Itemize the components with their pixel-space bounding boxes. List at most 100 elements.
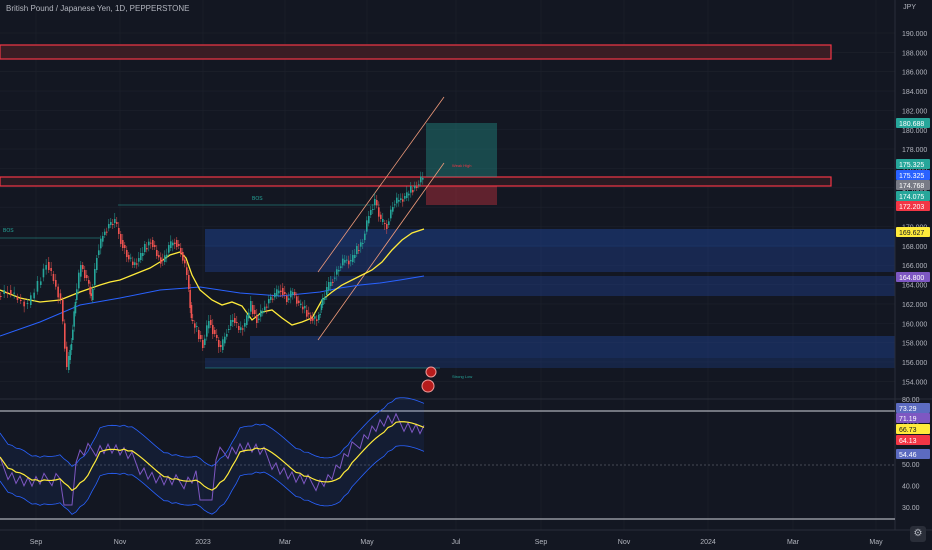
candle-body (100, 238, 102, 249)
candle-body (118, 228, 120, 234)
osc-label-badge (896, 424, 930, 434)
candle-body (348, 260, 350, 265)
candle-body (204, 338, 206, 345)
candle-body (394, 204, 396, 206)
strong-low-label: Strong Low (452, 374, 472, 379)
candle-body (172, 242, 174, 246)
candle-body (274, 293, 276, 298)
candle-body (40, 281, 42, 285)
candle-body (404, 196, 406, 199)
candle-body (76, 289, 78, 300)
candle-body (80, 265, 82, 277)
candle-body (372, 209, 374, 210)
candle-body (94, 269, 96, 285)
osc-axis-labels: 73.29 71.19 66.73 64.13 54.46 (896, 403, 930, 459)
candle-body (212, 325, 214, 334)
candle-body (240, 327, 242, 330)
candle-body (72, 329, 74, 340)
candle-body (45, 265, 47, 270)
candle-body (102, 236, 104, 242)
time-tick-label: May (360, 539, 374, 546)
candle-body (126, 250, 128, 257)
candle-body (162, 259, 164, 261)
candle-body (264, 306, 266, 310)
osc-label: 54.46 (899, 452, 917, 459)
candle-body (330, 282, 332, 286)
candle-body (42, 268, 45, 278)
osc-tick-label: 80.00 (902, 397, 920, 404)
candle-body (304, 306, 306, 309)
candle-body (364, 233, 366, 240)
candle-body (314, 316, 316, 319)
candle-body (396, 197, 398, 204)
candle-body (218, 340, 220, 347)
time-tick-label: May (869, 539, 883, 546)
price-tick-label: 154.000 (902, 379, 927, 386)
price-tick-label: 166.000 (902, 263, 927, 270)
candle-body (292, 292, 294, 295)
price-tick-label: 160.000 (902, 321, 927, 328)
candle-body (270, 296, 272, 300)
candle-body (88, 280, 90, 284)
candle-body (386, 224, 388, 229)
time-tick-label: Nov (114, 539, 127, 546)
osc-tick-label: 40.00 (902, 483, 920, 490)
candle-body (328, 282, 330, 290)
candle-body (236, 322, 238, 323)
candle-body (144, 244, 146, 252)
candle-body (106, 231, 108, 233)
take-profit-zone (426, 123, 497, 177)
candle-body (412, 190, 414, 193)
candle-body (214, 330, 216, 334)
time-tick-label: Mar (279, 539, 292, 546)
symbol-title[interactable]: British Pound / Japanese Yen, 1D, PEPPER… (6, 4, 190, 13)
candle-body (216, 335, 218, 338)
candle-body (390, 209, 392, 219)
price-tick-label: 158.000 (902, 341, 927, 348)
candle-body (96, 258, 98, 270)
settings-icon[interactable]: ⚙ (910, 526, 926, 542)
candle-body (334, 277, 336, 279)
candle-body (402, 199, 404, 202)
candle-body (74, 302, 77, 314)
candle-body (338, 270, 340, 272)
candle-body (260, 310, 262, 317)
candle-body (98, 250, 100, 255)
candle-body (362, 243, 364, 244)
candle-body (192, 320, 194, 321)
candle-body (308, 312, 310, 315)
candle-body (302, 306, 304, 310)
candle-body (352, 255, 354, 262)
candle-body (194, 323, 196, 328)
candle-body (290, 290, 292, 298)
candle-body (282, 288, 284, 295)
candle-body (410, 186, 412, 193)
candle-body (92, 289, 94, 300)
candle-body (55, 280, 57, 287)
candlestick-series (0, 171, 424, 373)
candle-body (50, 268, 52, 271)
price-label-badge (896, 272, 930, 282)
candle-body (136, 263, 138, 265)
candle-body (332, 282, 334, 283)
candle-body (414, 185, 416, 189)
candle-body (416, 186, 418, 188)
event-marker-2[interactable] (421, 379, 435, 393)
event-marker-1[interactable] (425, 366, 437, 378)
candle-body (360, 242, 362, 247)
candle-body (268, 299, 270, 304)
candle-body (140, 253, 142, 260)
candle-body (200, 335, 202, 339)
time-tick-label: Mar (787, 539, 800, 546)
candle-body (189, 290, 191, 308)
candle-body (422, 178, 424, 180)
candle-body (406, 192, 408, 198)
candle-body (350, 260, 352, 262)
osc-band-lower-line (0, 445, 425, 515)
channel-lower-line (317, 162, 445, 341)
candle-body (252, 305, 254, 314)
price-tick-label: 186.000 (902, 70, 927, 77)
candle-body (358, 250, 360, 251)
time-axis[interactable]: Sep Nov 2023 Mar May Jul Sep Nov 2024 Mar May (30, 539, 883, 546)
